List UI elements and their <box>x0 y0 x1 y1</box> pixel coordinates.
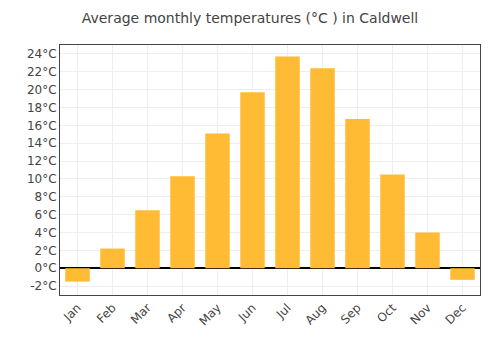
svg-text:Sep: Sep <box>338 301 364 327</box>
svg-text:12°C: 12°C <box>27 154 57 168</box>
svg-text:Feb: Feb <box>94 301 119 326</box>
svg-text:14°C: 14°C <box>27 136 57 150</box>
svg-text:16°C: 16°C <box>27 119 57 133</box>
svg-text:Average monthly temperatures (: Average monthly temperatures (°C ) in Ca… <box>82 10 419 26</box>
svg-text:6°C: 6°C <box>35 208 57 222</box>
svg-text:Jan: Jan <box>60 301 84 325</box>
svg-text:Nov: Nov <box>407 301 433 327</box>
svg-text:Mar: Mar <box>128 301 154 327</box>
svg-text:May: May <box>196 301 223 328</box>
svg-text:2°C: 2°C <box>35 244 57 258</box>
svg-text:Apr: Apr <box>164 301 189 326</box>
svg-text:24°C: 24°C <box>27 47 57 61</box>
svg-text:4°C: 4°C <box>35 226 57 240</box>
svg-text:22°C: 22°C <box>27 65 57 79</box>
svg-text:0°C: 0°C <box>35 261 57 275</box>
svg-text:10°C: 10°C <box>27 172 57 186</box>
svg-text:20°C: 20°C <box>27 83 57 97</box>
svg-text:Aug: Aug <box>302 301 328 327</box>
svg-text:Dec: Dec <box>443 301 469 327</box>
svg-text:Jul: Jul <box>273 301 294 322</box>
svg-text:Jun: Jun <box>235 301 259 325</box>
svg-text:Oct: Oct <box>374 301 399 326</box>
svg-text:-2°C: -2°C <box>30 279 56 293</box>
svg-text:18°C: 18°C <box>27 101 57 115</box>
svg-text:8°C: 8°C <box>35 190 57 204</box>
